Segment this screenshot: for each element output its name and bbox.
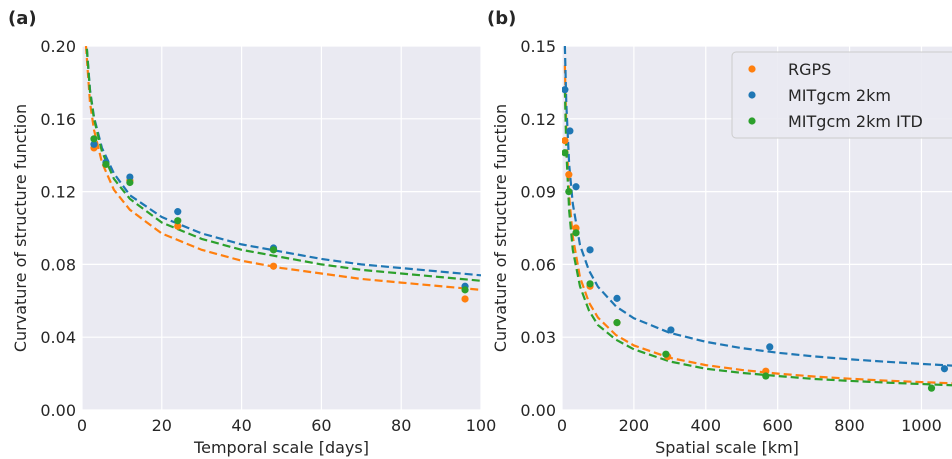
point [174,217,182,225]
panel-label: (b) [487,8,516,29]
point [586,280,594,288]
x-tick-label: 80 [391,416,411,435]
point [90,140,98,148]
y-axis-label: Curvature of structure function [11,104,30,352]
legend-label: MITgcm 2km [788,86,891,105]
x-tick-label: 100 [466,416,497,435]
point [461,295,469,303]
point [126,173,134,181]
point [613,294,621,302]
point [174,208,182,216]
x-tick-label: 20 [152,416,172,435]
y-axis-label: Curvature of structure function [491,104,510,352]
x-tick-label: 40 [231,416,251,435]
fit-line [85,46,481,282]
y-tick-label: 0.12 [520,110,556,129]
x-axis-label: Temporal scale [days] [193,438,369,457]
y-tick-label: 0.06 [520,255,556,274]
point [613,319,621,327]
legend-marker [748,65,756,73]
point [927,384,936,392]
legend-marker [748,117,756,125]
y-tick-label: 0.08 [40,255,76,274]
fit-line [84,46,481,291]
point [566,127,574,135]
fit-line [563,89,952,387]
point [565,171,573,179]
x-tick-label: 800 [834,416,865,435]
point [562,137,569,145]
x-tick-label: 600 [762,416,793,435]
point [126,178,134,187]
legend-marker [748,91,756,99]
x-tick-label: 200 [619,416,650,435]
point [572,229,580,237]
panel-label: (a) [8,8,37,29]
x-tick-label: 400 [691,416,722,435]
plot-background [82,46,481,410]
y-tick-label: 0.20 [40,37,76,56]
point [174,222,182,230]
y-tick-label: 0.15 [520,37,556,56]
point [565,188,573,196]
y-tick-label: 0.04 [40,328,76,347]
point [102,160,110,168]
y-tick-label: 0.09 [520,183,556,202]
x-tick-label: 0 [557,416,567,435]
panel: 0 20 40 60 80 100 0.00 0.04 0.08 0.12 0.16 0.20(a) T… [8,8,496,457]
point [269,262,278,270]
plot-marks [562,46,952,392]
point [90,135,98,143]
panel: 0 200 400 600 800 1000 0.00 0.03 0.06 0.09 0.12 0.1… [487,8,952,457]
y-tick-label: 0.16 [40,110,76,129]
y-tick-label: 0.00 [40,401,76,420]
point [461,286,469,294]
fit-line [563,65,952,385]
x-axis-label: Spatial scale [km] [655,438,799,457]
y-tick-label: 0.12 [40,183,76,202]
x-tick-label: 1000 [901,416,942,435]
legend: RGPS MITgcm 2km MITgcm 2km ITD [731,51,952,139]
fit-line [563,46,952,367]
x-tick-label: 0 [77,416,87,435]
point [766,343,774,351]
point [562,86,569,94]
point [940,365,949,373]
legend-label: RGPS [788,60,831,79]
point [572,183,580,191]
point [662,350,670,358]
point [269,246,278,254]
legend-label: MITgcm 2km ITD [788,112,923,131]
y-tick-label: 0.00 [520,401,556,420]
legend-box [731,51,952,139]
point [762,372,770,380]
y-tick-label: 0.03 [520,328,556,347]
point [586,246,594,254]
plot-marks [84,46,481,303]
point [562,149,569,157]
point [667,326,675,334]
x-tick-label: 60 [311,416,331,435]
